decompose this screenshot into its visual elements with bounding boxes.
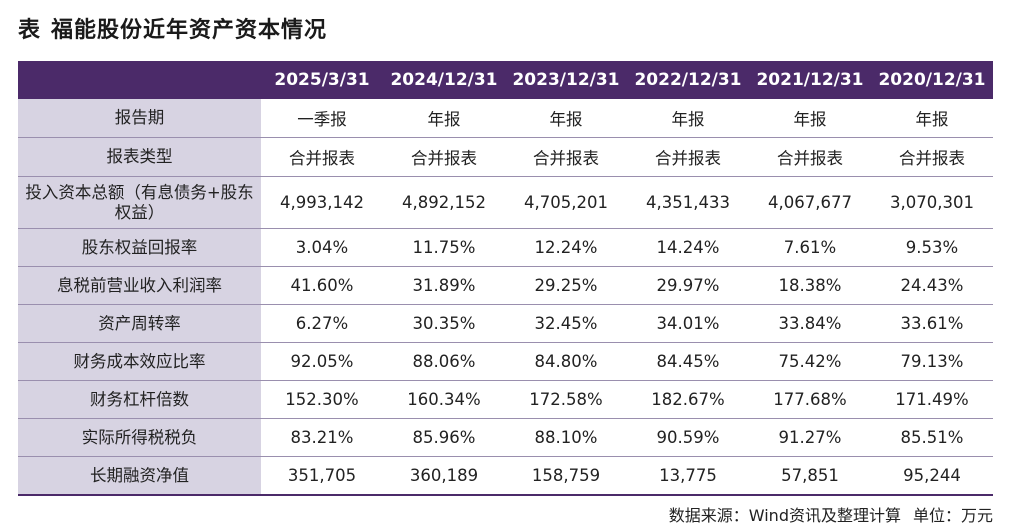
table-cell: 14.24% <box>627 228 749 267</box>
table-cell: 79.13% <box>871 342 993 381</box>
table-row: 长期融资净值 351,705 360,189 158,759 13,775 57,851 9… <box>18 456 993 496</box>
table-cell: 6.27% <box>261 304 383 343</box>
table-cell: 29.25% <box>505 266 627 305</box>
table-cell: 85.51% <box>871 418 993 457</box>
table-cell: 92.05% <box>261 342 383 381</box>
table-cell: 57,851 <box>749 456 871 496</box>
header-cell <box>18 61 261 99</box>
table-cell: 4,067,677 <box>749 176 871 229</box>
table-cell: 合并报表 <box>505 137 627 177</box>
table-cell: 85.96% <box>383 418 505 457</box>
table-cell: 合并报表 <box>261 137 383 177</box>
table-cell: 4,993,142 <box>261 176 383 229</box>
table-row: 实际所得税税负 83.21% 85.96% 88.10% 90.59% 91.27% 85.… <box>18 418 993 457</box>
table-cell: 4,892,152 <box>383 176 505 229</box>
table-cell: 年报 <box>505 99 627 138</box>
table-cell: 一季报 <box>261 99 383 138</box>
table-cell: 3,070,301 <box>871 176 993 229</box>
table-cell: 172.58% <box>505 380 627 419</box>
table-cell: 合并报表 <box>627 137 749 177</box>
table-cell: 33.61% <box>871 304 993 343</box>
table-cell: 11.75% <box>383 228 505 267</box>
table-cell: 182.67% <box>627 380 749 419</box>
table-cell: 91.27% <box>749 418 871 457</box>
row-label: 长期融资净值 <box>18 456 261 496</box>
table-cell: 年报 <box>871 99 993 138</box>
table-cell: 84.45% <box>627 342 749 381</box>
table-row: 报表类型 合并报表 合并报表 合并报表 合并报表 合并报表 合并报表 <box>18 137 993 177</box>
table-row: 资产周转率 6.27% 30.35% 32.45% 34.01% 33.84% 33.61% <box>18 304 993 343</box>
table-row: 财务成本效应比率 92.05% 88.06% 84.80% 84.45% 75.42% 79… <box>18 342 993 381</box>
table-cell: 158,759 <box>505 456 627 496</box>
table-cell: 年报 <box>383 99 505 138</box>
table-title: 表福能股份近年资产资本情况 <box>18 12 327 44</box>
table-cell: 34.01% <box>627 304 749 343</box>
row-label: 报表类型 <box>18 137 261 177</box>
table-row: 财务杠杆倍数 152.30% 160.34% 172.58% 182.67% 177.68… <box>18 380 993 419</box>
table-cell: 83.21% <box>261 418 383 457</box>
table-cell: 160.34% <box>383 380 505 419</box>
table-cell: 年报 <box>627 99 749 138</box>
row-label: 股东权益回报率 <box>18 228 261 267</box>
table-cell: 年报 <box>749 99 871 138</box>
table-title-label: 表 <box>18 18 42 43</box>
row-label: 资产周转率 <box>18 304 261 343</box>
row-label: 财务成本效应比率 <box>18 342 261 381</box>
table-row: 息税前营业收入利润率 41.60% 31.89% 29.25% 29.97% 18.38%… <box>18 266 993 305</box>
header-cell: 2020/12/31 <box>871 61 993 99</box>
table-cell: 9.53% <box>871 228 993 267</box>
row-label: 投入资本总额（有息债务+股东权益） <box>18 176 261 229</box>
table-cell: 合并报表 <box>871 137 993 177</box>
table-cell: 152.30% <box>261 380 383 419</box>
header-cell: 2024/12/31 <box>383 61 505 99</box>
table-cell: 24.43% <box>871 266 993 305</box>
header-cell: 2021/12/31 <box>749 61 871 99</box>
table-cell: 41.60% <box>261 266 383 305</box>
table-cell: 7.61% <box>749 228 871 267</box>
header-cell: 2025/3/31 <box>261 61 383 99</box>
table-cell: 29.97% <box>627 266 749 305</box>
table-cell: 75.42% <box>749 342 871 381</box>
table-row: 报告期 一季报 年报 年报 年报 年报 年报 <box>18 99 993 138</box>
table-row: 股东权益回报率 3.04% 11.75% 12.24% 14.24% 7.61% 9.53% <box>18 228 993 267</box>
table-cell: 88.06% <box>383 342 505 381</box>
table-cell: 177.68% <box>749 380 871 419</box>
table-cell: 合并报表 <box>383 137 505 177</box>
table-cell: 351,705 <box>261 456 383 496</box>
table-cell: 33.84% <box>749 304 871 343</box>
table-cell: 171.49% <box>871 380 993 419</box>
row-label: 财务杠杆倍数 <box>18 380 261 419</box>
table-cell: 4,351,433 <box>627 176 749 229</box>
data-table: 2025/3/31 2024/12/31 2023/12/31 2022/12/… <box>18 61 993 496</box>
footnote: 数据来源：Wind资讯及整理计算 单位：万元 <box>669 502 993 526</box>
table-cell: 3.04% <box>261 228 383 267</box>
table-cell: 12.24% <box>505 228 627 267</box>
table-row: 投入资本总额（有息债务+股东权益） 4,993,142 4,892,152 4,705… <box>18 176 993 229</box>
header-cell: 2023/12/31 <box>505 61 627 99</box>
table-cell: 18.38% <box>749 266 871 305</box>
data-source-note: 数据来源：Wind资讯及整理计算 <box>668 506 901 525</box>
row-label: 息税前营业收入利润率 <box>18 266 261 305</box>
unit-note: 单位：万元 <box>912 506 993 525</box>
table-cell: 95,244 <box>871 456 993 496</box>
table-title-text: 福能股份近年资产资本情况 <box>51 18 328 43</box>
table-cell: 30.35% <box>383 304 505 343</box>
header-cell: 2022/12/31 <box>627 61 749 99</box>
table-cell: 4,705,201 <box>505 176 627 229</box>
table-cell: 90.59% <box>627 418 749 457</box>
table-cell: 88.10% <box>505 418 627 457</box>
table-cell: 合并报表 <box>749 137 871 177</box>
table-cell: 31.89% <box>383 266 505 305</box>
row-label: 实际所得税税负 <box>18 418 261 457</box>
table-cell: 13,775 <box>627 456 749 496</box>
header-row: 2025/3/31 2024/12/31 2023/12/31 2022/12/… <box>18 61 993 99</box>
table-cell: 32.45% <box>505 304 627 343</box>
table-cell: 84.80% <box>505 342 627 381</box>
table-cell: 360,189 <box>383 456 505 496</box>
row-label: 报告期 <box>18 99 261 138</box>
